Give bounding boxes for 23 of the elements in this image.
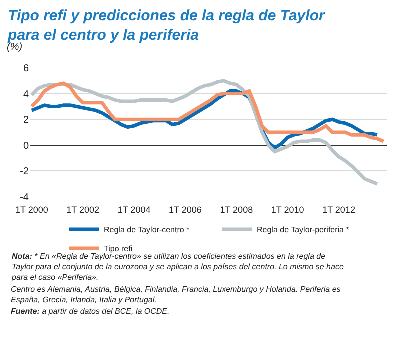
y-tick-label: 2 bbox=[23, 115, 30, 126]
x-tick-label: 1T 2004 bbox=[118, 204, 151, 215]
line-series bbox=[30, 82, 386, 144]
y-tick-label: 6 bbox=[23, 64, 30, 74]
y-tick-label: -4 bbox=[20, 192, 30, 204]
x-tick-label: 1T 2002 bbox=[66, 204, 100, 215]
y-tick-label: 4 bbox=[23, 89, 30, 100]
text: Centro es Alemania, Austria, Bélgica, Finlandia, Francia, Luxemburgo y Holanda. Periferia es España, Grecia, Irlanda, Italia y Portugal. bbox=[11, 285, 341, 304]
x-tick-label: 1T 2008 bbox=[220, 204, 254, 215]
x-tick-label: 1T 2010 bbox=[271, 204, 304, 215]
legend-label: Regla de Taylor-periferia * bbox=[257, 226, 350, 235]
y-tick-label: -2 bbox=[20, 166, 30, 178]
y-axis-title: (%) bbox=[7, 42, 23, 53]
legend-label: Regla de Taylor-centro * bbox=[104, 226, 190, 235]
y-tick-label: 0 bbox=[23, 140, 30, 152]
x-tick-label: 1T 2012 bbox=[322, 204, 356, 215]
legend-label: Tipo refi bbox=[104, 244, 133, 254]
source-note: Fuente: a partir de datos del BCE, la OCDE. bbox=[11, 307, 170, 316]
x-tick-label: 1T 2000 bbox=[15, 204, 48, 215]
chart-title: Tipo refi y predicciones de la regla de Taylor para el centro y la periferia bbox=[7, 7, 326, 44]
line-series bbox=[30, 79, 380, 186]
text: Nota: * En «Regla de Taylor-centro» se utilizan los coeficientes estimados en la regla de Taylor para el conjunto de la eurozona y se aplican a los países del centro. Lo mismo se hace para el caso «Periferia». bbox=[11, 252, 344, 282]
x-tick-label: 1T 2006 bbox=[169, 204, 202, 215]
